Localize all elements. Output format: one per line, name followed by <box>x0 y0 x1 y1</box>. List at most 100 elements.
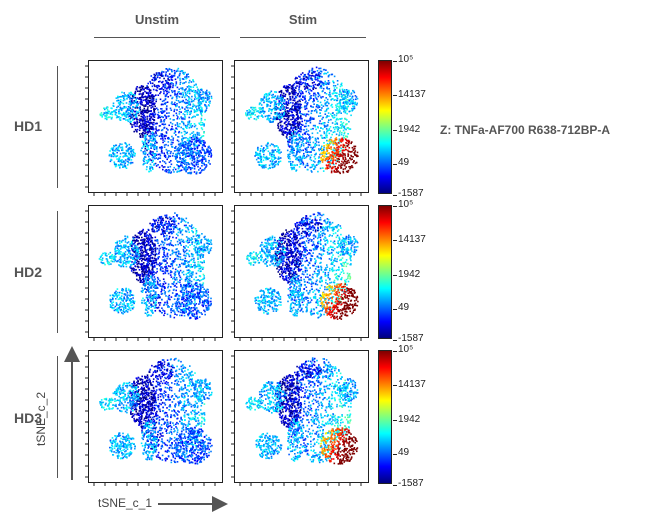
scatter-point <box>341 123 344 126</box>
scatter-point <box>308 76 310 78</box>
scatter-point <box>319 162 321 164</box>
scatter-point <box>119 163 122 165</box>
scatter-point <box>185 168 187 170</box>
scatter-point <box>309 166 312 169</box>
scatter-point <box>201 124 203 126</box>
scatter-point <box>165 71 167 73</box>
scatter-point <box>139 135 142 137</box>
scatter-point <box>193 160 196 162</box>
scatter-point <box>157 108 159 111</box>
scatter-point <box>153 95 156 97</box>
scatter-point <box>187 137 189 140</box>
scatter-point <box>283 107 285 109</box>
scatter-point <box>355 98 357 101</box>
scatter-point <box>300 98 302 100</box>
scatter-point <box>169 231 172 233</box>
scatter-point <box>316 84 319 86</box>
scatter-point <box>119 101 122 103</box>
scatter-point <box>339 90 341 92</box>
scatter-point <box>163 235 165 238</box>
scatter-point <box>274 113 276 116</box>
scatter-point <box>182 307 185 310</box>
scatter-point <box>147 132 150 134</box>
scatter-point <box>132 150 134 153</box>
scatter-point <box>208 91 211 94</box>
scatter-point <box>307 146 310 148</box>
scatter-point <box>121 149 123 151</box>
scatter-point <box>126 145 128 147</box>
scatter-point <box>209 150 212 152</box>
scatter-point <box>120 99 122 101</box>
scatter-point <box>134 152 136 155</box>
scatter-point <box>155 146 158 149</box>
scatter-point <box>185 137 187 139</box>
scatter-point <box>347 140 349 142</box>
scatter-point <box>183 123 185 126</box>
scatter-point <box>110 107 112 109</box>
scatter-point <box>209 147 211 150</box>
scatter-point <box>150 110 152 112</box>
scatter-point <box>318 156 320 158</box>
scatter-point <box>342 144 345 147</box>
scatter-point <box>203 158 205 160</box>
scatter-point <box>128 118 131 120</box>
scatter-point <box>337 109 340 112</box>
scatter-point <box>167 223 170 225</box>
scatter-point <box>202 156 204 159</box>
scatter-point <box>299 79 302 81</box>
scatter-point <box>276 145 278 147</box>
scatter-point <box>335 149 337 151</box>
scatter-point <box>175 286 178 288</box>
scatter-point <box>290 163 292 165</box>
scatter-point <box>175 127 177 129</box>
scatter-point <box>175 105 177 108</box>
scatter-point <box>119 108 121 111</box>
scatter-point <box>149 237 151 240</box>
scatter-point <box>163 235 165 237</box>
scatter-point <box>187 121 189 123</box>
scatter-point <box>103 112 105 114</box>
scatter-point <box>290 134 293 137</box>
scatter-point <box>184 124 187 127</box>
scatter-point <box>160 129 163 132</box>
scatter-point <box>260 165 263 168</box>
scatter-point <box>201 165 203 167</box>
scatter-point <box>151 145 154 147</box>
scatter-point <box>347 153 350 156</box>
scatter-point <box>198 280 201 282</box>
scatter-point <box>199 108 202 111</box>
scatter-point <box>305 79 307 82</box>
scatter-point <box>159 262 161 264</box>
scatter-point <box>314 94 317 96</box>
scatter-point <box>185 266 187 268</box>
scatter-point <box>182 153 185 156</box>
scatter-point <box>277 127 280 129</box>
scatter-point <box>333 99 336 101</box>
scatter-point <box>271 155 273 158</box>
scatter-point <box>196 171 198 174</box>
scatter-point <box>336 109 339 112</box>
scatter-point <box>193 98 196 100</box>
scatter-point <box>116 100 118 102</box>
scatter-point <box>296 164 298 166</box>
scatter-point <box>296 103 298 105</box>
scatter-point <box>200 110 202 112</box>
scatter-point <box>291 127 293 130</box>
scatter-point <box>291 142 293 145</box>
scatter-point <box>334 148 337 150</box>
scatter-point <box>150 94 153 96</box>
scatter-point <box>265 97 268 100</box>
scatter-point <box>182 258 184 261</box>
scatter-point <box>202 96 205 99</box>
scatter-point <box>288 160 290 163</box>
scatter-point <box>343 164 346 167</box>
scatter-point <box>178 74 181 77</box>
scatter-point <box>206 150 208 152</box>
scatter-point <box>269 121 271 123</box>
scatter-point <box>185 93 187 96</box>
scatter-point <box>328 139 331 141</box>
scatter-point <box>271 162 273 164</box>
scatter-point <box>168 150 170 152</box>
scatter-point <box>146 263 148 265</box>
scatter-point <box>299 137 301 139</box>
